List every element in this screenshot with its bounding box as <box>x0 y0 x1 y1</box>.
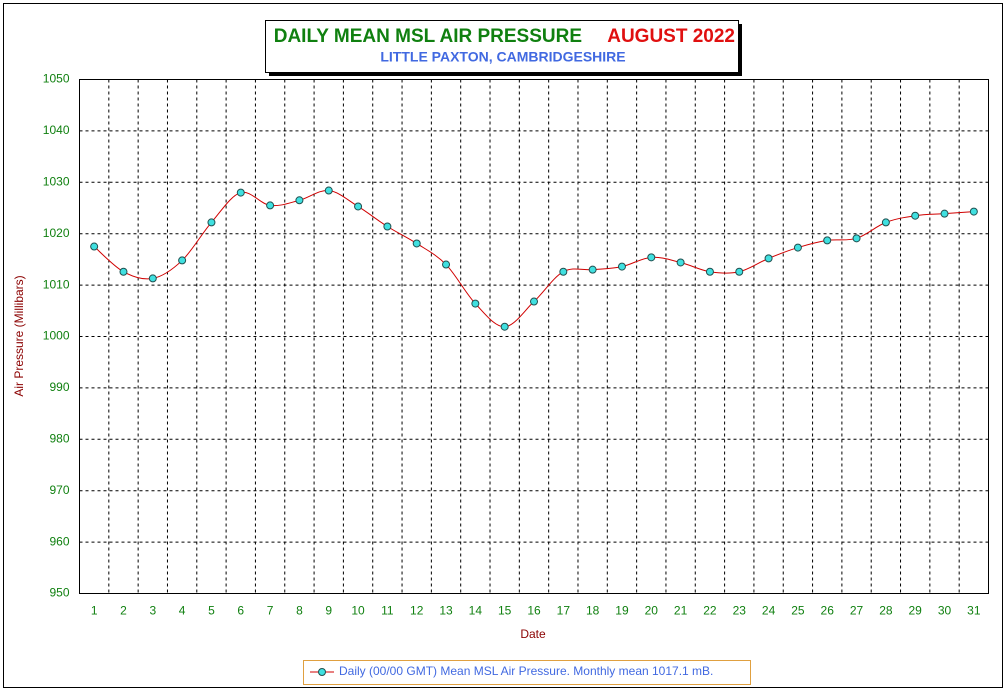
data-point <box>148 274 157 283</box>
x-tick-label: 27 <box>850 604 864 618</box>
y-tick-label: 1020 <box>43 226 70 240</box>
data-point <box>969 207 978 216</box>
data-point <box>647 253 656 262</box>
x-tick-label: 5 <box>208 604 215 618</box>
data-point <box>559 267 568 276</box>
data-point <box>236 188 245 197</box>
x-tick-label: 4 <box>179 604 186 618</box>
x-tick-label: 26 <box>821 604 835 618</box>
x-tick-label: 22 <box>703 604 717 618</box>
legend-label: Daily (00/00 GMT) Mean MSL Air Pressure.… <box>339 664 713 678</box>
legend-box <box>303 660 751 685</box>
data-point <box>823 236 832 245</box>
x-tick-label: 3 <box>149 604 156 618</box>
x-tick-label: 8 <box>296 604 303 618</box>
x-tick-label: 20 <box>645 604 659 618</box>
y-tick-label: 980 <box>49 431 69 445</box>
data-point <box>940 209 949 218</box>
y-tick-label: 960 <box>49 534 69 548</box>
x-tick-label: 24 <box>762 604 776 618</box>
chart-title-period: AUGUST 2022 <box>607 26 735 47</box>
x-tick-label: 29 <box>909 604 923 618</box>
x-tick-label: 30 <box>938 604 952 618</box>
y-tick-label: 970 <box>49 483 69 497</box>
y-axis-label: Air Pressure (Millibars) <box>12 275 26 396</box>
x-tick-label: 1 <box>91 604 98 618</box>
data-point <box>324 186 333 195</box>
chart-title: DAILY MEAN MSL AIR PRESSURE <box>274 26 582 47</box>
x-axis-label: Date <box>520 627 546 641</box>
data-point <box>676 258 685 267</box>
x-tick-label: 14 <box>469 604 483 618</box>
data-point <box>119 267 128 276</box>
x-tick-label: 12 <box>410 604 424 618</box>
y-tick-label: 1030 <box>43 174 70 188</box>
chart-subtitle: LITTLE PAXTON, CAMBRIDGESHIRE <box>380 49 625 65</box>
data-point <box>530 297 538 306</box>
x-tick-label: 11 <box>381 604 394 618</box>
x-tick-label: 9 <box>325 604 332 618</box>
x-tick-label: 19 <box>615 604 629 618</box>
x-tick-label: 28 <box>879 604 893 618</box>
data-point <box>295 196 304 205</box>
data-point <box>471 299 480 308</box>
x-tick-label: 23 <box>733 604 747 618</box>
x-tick-label: 10 <box>351 604 365 618</box>
x-tick-label: 25 <box>791 604 805 618</box>
data-point <box>383 222 392 231</box>
data-point <box>735 267 744 276</box>
data-point <box>852 234 861 243</box>
x-tick-label: 31 <box>967 604 981 618</box>
y-tick-label: 1000 <box>43 329 70 343</box>
plot-border <box>79 79 989 594</box>
title-box <box>265 20 739 73</box>
y-tick-label: 1050 <box>43 72 70 86</box>
data-point <box>412 239 421 248</box>
plot-area <box>79 79 989 594</box>
data-point <box>354 202 363 211</box>
data-point <box>793 243 802 252</box>
x-tick-label: 18 <box>586 604 600 618</box>
data-point <box>881 218 890 227</box>
data-point <box>207 218 216 227</box>
data-point <box>588 265 597 274</box>
data-point <box>911 211 920 220</box>
x-tick-label: 7 <box>267 604 274 618</box>
data-point <box>178 256 187 265</box>
x-tick-label: 2 <box>120 604 127 618</box>
y-tick-label: 950 <box>49 586 69 600</box>
data-point <box>500 322 509 331</box>
x-tick-label: 21 <box>674 604 688 618</box>
data-point <box>90 242 99 251</box>
y-tick-label: 990 <box>49 380 69 394</box>
y-tick-label: 1040 <box>43 123 70 137</box>
data-point <box>617 262 626 271</box>
y-tick-label: 1010 <box>43 277 70 291</box>
x-tick-label: 16 <box>527 604 541 618</box>
legend-marker <box>318 668 326 676</box>
data-point <box>442 260 451 269</box>
data-point <box>764 254 773 263</box>
data-point <box>266 201 275 210</box>
x-tick-label: 13 <box>439 604 453 618</box>
x-tick-label: 6 <box>237 604 244 618</box>
data-point <box>705 267 714 276</box>
x-tick-label: 15 <box>498 604 512 618</box>
x-tick-label: 17 <box>557 604 571 618</box>
